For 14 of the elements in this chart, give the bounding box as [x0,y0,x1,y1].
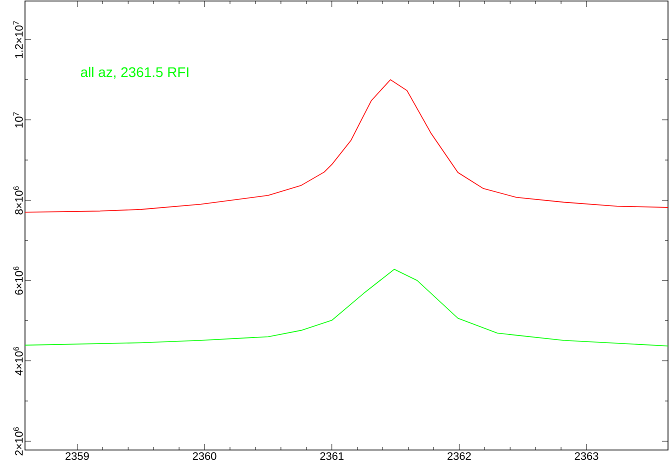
y-tick-label: 8×10$^{6}$ [13,186,23,214]
x-tick-label: 2359 [66,452,89,460]
y-tick-label: 1.2×10$^{7}$ [13,21,23,58]
x-tick-label: 2363 [574,452,598,460]
x-tick-label: 2361 [320,452,344,460]
line-series [25,79,668,213]
line-series [25,268,668,346]
x-tick-label: 2360 [192,452,216,460]
y-tick-label: 2×10$^{6}$ [13,427,23,456]
y-tick-label: 10$^{7}$ [13,112,23,128]
y-tick-label: 6×10$^{6}$ [13,266,23,295]
annotation: all az, 2361.5 RFI [80,66,188,79]
x-tick-label: 2362 [448,452,471,460]
y-tick-label: 4×10$^{6}$ [13,346,23,376]
